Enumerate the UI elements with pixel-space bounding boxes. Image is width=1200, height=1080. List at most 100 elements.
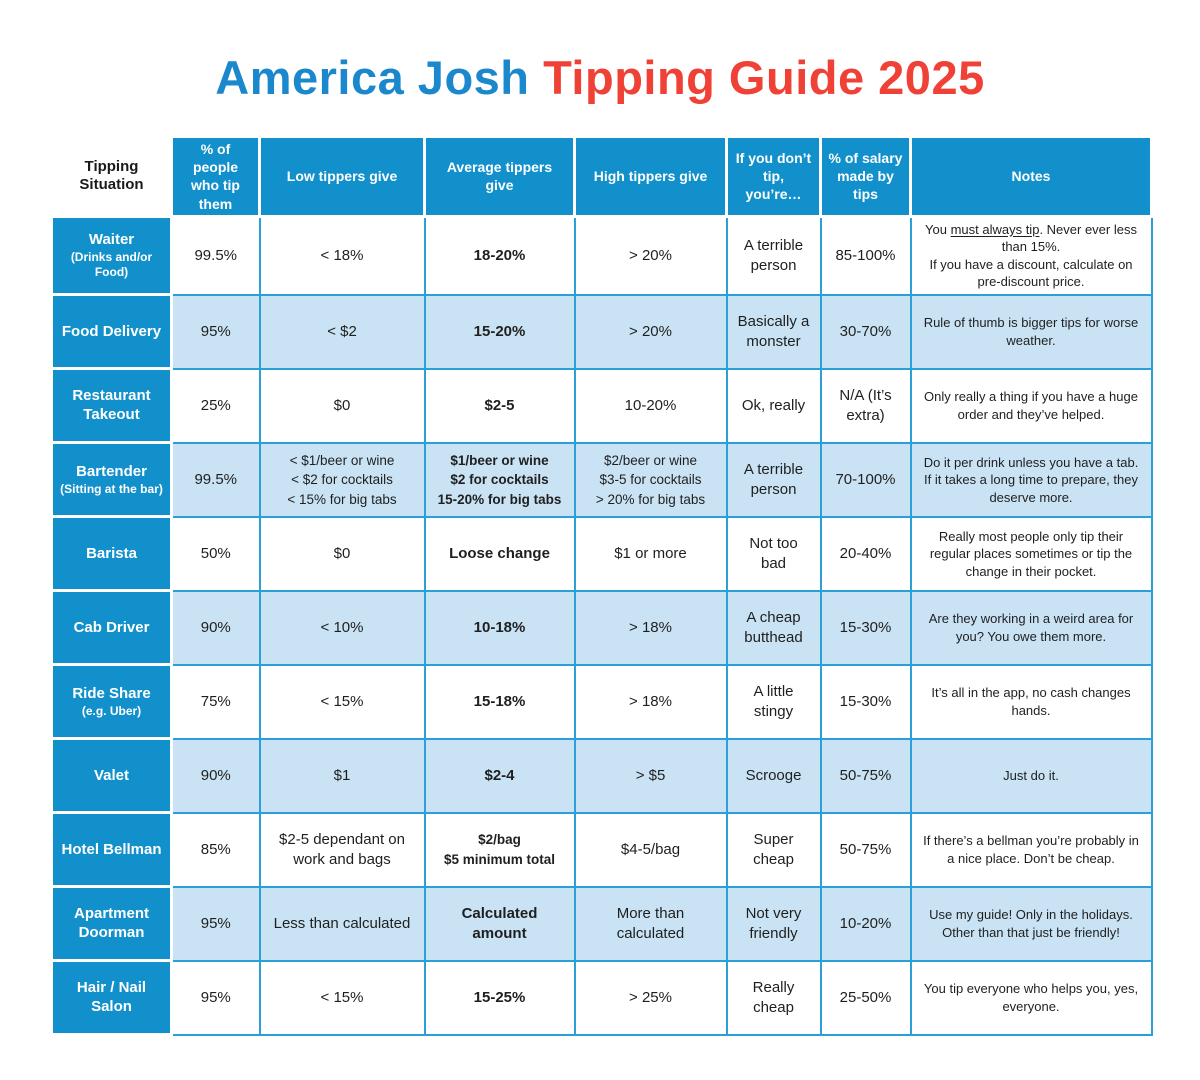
cell-notes-hair-nail-salon: You tip everyone who helps you, yes, eve… [909, 959, 1153, 1036]
cell-pct-who-tip-restaurant-takeout: 25% [170, 367, 261, 444]
row-header-sublabel: (Drinks and/or Food) [70, 250, 153, 280]
table-row-valet: Valet 90% $1 $2-4 > $5 Scrooge 50-75% Just do i… [50, 737, 1153, 815]
row-header-apartment-doorman: Apartment Doorman [50, 885, 173, 963]
cell-if-you-dont-tip-ride-share: A little stingy [725, 663, 822, 740]
cell-if-you-dont-tip-waiter: A terrible person [725, 215, 822, 296]
table-row-apartment-doorman: Apartment Doorman 95% Less than calculated… [50, 885, 1153, 963]
table-body: Waiter (Drinks and/or Food) 99.5% < 18% 18-2… [50, 214, 1153, 1037]
cell-low-barista: $0 [258, 515, 426, 592]
cell-notes-ride-share: It’s all in the app, no cash changes han… [909, 663, 1153, 740]
cell-average-bartender: $1/beer or wine $2 for cocktails 15-20% … [423, 441, 576, 518]
cell-salary-pct-ride-share: 15-30% [819, 663, 912, 740]
cell-low-cab-driver: < 10% [258, 589, 426, 666]
cell-salary-pct-apartment-doorman: 10-20% [819, 885, 912, 962]
row-header-sublabel: (e.g. Uber) [81, 704, 142, 719]
cell-low-restaurant-takeout: $0 [258, 367, 426, 444]
cell-salary-pct-valet: 50-75% [819, 737, 912, 814]
cell-if-you-dont-tip-hotel-bellman: Super cheap [725, 811, 822, 888]
cell-low-food-delivery: < $2 [258, 293, 426, 370]
cell-high-valet: > $5 [573, 737, 728, 814]
table-row-hair-nail-salon: Hair / Nail Salon 95% < 15% 15-25% > 25% Real… [50, 959, 1153, 1037]
row-header-hotel-bellman: Hotel Bellman [50, 811, 173, 889]
cell-high-hair-nail-salon: > 25% [573, 959, 728, 1036]
cell-high-waiter: > 20% [573, 215, 728, 296]
cell-notes-apartment-doorman: Use my guide! Only in the holidays. Othe… [909, 885, 1153, 962]
cell-notes-bartender: Do it per drink unless you have a tab. I… [909, 441, 1153, 518]
row-header-waiter: Waiter (Drinks and/or Food) [50, 214, 173, 297]
cell-high-ride-share: > 18% [573, 663, 728, 740]
column-header-tipping-situation: Tipping Situation [50, 135, 173, 218]
cell-pct-who-tip-valet: 90% [170, 737, 261, 814]
cell-average-valet: $2-4 [423, 737, 576, 814]
page-title: America Josh Tipping Guide 2025 [0, 0, 1200, 135]
cell-salary-pct-hotel-bellman: 50-75% [819, 811, 912, 888]
cell-notes-waiter: You must always tip. Never ever less tha… [909, 215, 1153, 296]
cell-notes-cab-driver: Are they working in a weird area for you… [909, 589, 1153, 666]
table-row-ride-share: Ride Share (e.g. Uber) 75% < 15% 15-18% > 18%… [50, 663, 1153, 741]
column-header-low-tippers: Low tippers give [258, 135, 426, 218]
cell-average-food-delivery: 15-20% [423, 293, 576, 370]
cell-pct-who-tip-ride-share: 75% [170, 663, 261, 740]
column-header-notes: Notes [909, 135, 1153, 218]
cell-low-hair-nail-salon: < 15% [258, 959, 426, 1036]
row-header-ride-share: Ride Share (e.g. Uber) [50, 663, 173, 741]
cell-notes-hotel-bellman: If there’s a bellman you’re probably in … [909, 811, 1153, 888]
cell-if-you-dont-tip-food-delivery: Basically a monster [725, 293, 822, 370]
cell-salary-pct-barista: 20-40% [819, 515, 912, 592]
column-header-average-tippers: Average tippers give [423, 135, 576, 218]
cell-average-barista: Loose change [423, 515, 576, 592]
cell-low-waiter: < 18% [258, 215, 426, 296]
cell-high-apartment-doorman: More than calculated [573, 885, 728, 962]
cell-low-apartment-doorman: Less than calculated [258, 885, 426, 962]
table-header-row: Tipping Situation % of people who tip th… [50, 135, 1153, 218]
cell-average-cab-driver: 10-18% [423, 589, 576, 666]
column-header-pct-who-tip: % of people who tip them [170, 135, 261, 218]
cell-pct-who-tip-bartender: 99.5% [170, 441, 261, 518]
cell-pct-who-tip-barista: 50% [170, 515, 261, 592]
cell-notes-barista: Really most people only tip their regula… [909, 515, 1153, 592]
cell-salary-pct-cab-driver: 15-30% [819, 589, 912, 666]
cell-average-hair-nail-salon: 15-25% [423, 959, 576, 1036]
cell-high-food-delivery: > 20% [573, 293, 728, 370]
row-header-food-delivery: Food Delivery [50, 293, 173, 371]
table-row-bartender: Bartender (Sitting at the bar) 99.5% < $1/b… [50, 441, 1153, 519]
tipping-guide-table: Tipping Situation % of people who tip th… [50, 135, 1153, 1037]
row-header-barista: Barista [50, 515, 173, 593]
cell-if-you-dont-tip-hair-nail-salon: Really cheap [725, 959, 822, 1036]
cell-notes-valet: Just do it. [909, 737, 1153, 814]
cell-high-restaurant-takeout: 10-20% [573, 367, 728, 444]
cell-high-bartender: $2/beer or wine $3-5 for cocktails > 20%… [573, 441, 728, 518]
cell-pct-who-tip-apartment-doorman: 95% [170, 885, 261, 962]
row-header-valet: Valet [50, 737, 173, 815]
cell-average-restaurant-takeout: $2-5 [423, 367, 576, 444]
table-row-restaurant-takeout: Restaurant Takeout 25% $0 $2-5 10-20% Ok, rea… [50, 367, 1153, 445]
cell-if-you-dont-tip-apartment-doorman: Not very friendly [725, 885, 822, 962]
notes-underlined-phrase: must always tip [950, 221, 1040, 237]
cell-salary-pct-hair-nail-salon: 25-50% [819, 959, 912, 1036]
cell-if-you-dont-tip-barista: Not too bad [725, 515, 822, 592]
cell-notes-restaurant-takeout: Only really a thing if you have a huge o… [909, 367, 1153, 444]
cell-salary-pct-restaurant-takeout: N/A (It’s extra) [819, 367, 912, 444]
cell-salary-pct-bartender: 70-100% [819, 441, 912, 518]
row-header-restaurant-takeout: Restaurant Takeout [50, 367, 173, 445]
table-row-food-delivery: Food Delivery 95% < $2 15-20% > 20% Basically… [50, 293, 1153, 371]
cell-salary-pct-food-delivery: 30-70% [819, 293, 912, 370]
table-row-hotel-bellman: Hotel Bellman 85% $2-5 dependant on work a… [50, 811, 1153, 889]
cell-average-hotel-bellman: $2/bag $5 minimum total [423, 811, 576, 888]
cell-if-you-dont-tip-restaurant-takeout: Ok, really [725, 367, 822, 444]
row-header-hair-nail-salon: Hair / Nail Salon [50, 959, 173, 1037]
cell-low-ride-share: < 15% [258, 663, 426, 740]
cell-pct-who-tip-hair-nail-salon: 95% [170, 959, 261, 1036]
table-row-barista: Barista 50% $0 Loose change $1 or more Not to… [50, 515, 1153, 593]
cell-average-apartment-doorman: Calculated amount [423, 885, 576, 962]
page-title-brand: America Josh [215, 51, 544, 104]
cell-average-waiter: 18-20% [423, 215, 576, 296]
cell-notes-food-delivery: Rule of thumb is bigger tips for worse w… [909, 293, 1153, 370]
cell-pct-who-tip-cab-driver: 90% [170, 589, 261, 666]
row-header-bartender: Bartender (Sitting at the bar) [50, 441, 173, 519]
cell-high-cab-driver: > 18% [573, 589, 728, 666]
cell-high-hotel-bellman: $4-5/bag [573, 811, 728, 888]
cell-low-hotel-bellman: $2-5 dependant on work and bags [258, 811, 426, 888]
cell-if-you-dont-tip-valet: Scrooge [725, 737, 822, 814]
